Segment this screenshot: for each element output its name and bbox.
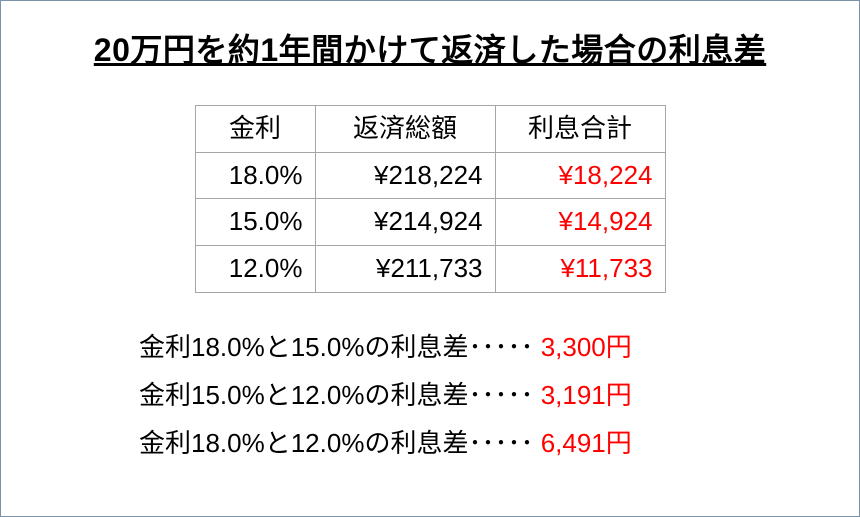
table-row: 15.0% ¥214,924 ¥14,924 [195,199,665,246]
difference-amount: 3,300円 [541,332,632,362]
difference-row: 金利18.0%と15.0%の利息差･････ 3,300円 [139,323,829,371]
table-header-row: 金利 返済総額 利息合計 [195,106,665,153]
cell-interest: ¥11,733 [495,246,665,293]
table-row: 12.0% ¥211,733 ¥11,733 [195,246,665,293]
difference-row: 金利15.0%と12.0%の利息差･････ 3,191円 [139,371,829,419]
difference-amount: 6,491円 [541,428,632,458]
difference-amount: 3,191円 [541,380,632,410]
table-row: 18.0% ¥218,224 ¥18,224 [195,152,665,199]
col-header-total: 返済総額 [315,106,495,153]
table-wrap: 金利 返済総額 利息合計 18.0% ¥218,224 ¥18,224 15.0… [31,105,829,293]
content-frame: 20万円を約1年間かけて返済した場合の利息差 金利 返済総額 利息合計 18.0… [0,0,860,517]
cell-rate: 18.0% [195,152,315,199]
difference-label: 金利15.0%と12.0%の利息差･････ [139,380,533,410]
cell-rate: 12.0% [195,246,315,293]
cell-total: ¥214,924 [315,199,495,246]
cell-interest: ¥14,924 [495,199,665,246]
difference-label: 金利18.0%と15.0%の利息差･････ [139,332,533,362]
cell-total: ¥218,224 [315,152,495,199]
difference-row: 金利18.0%と12.0%の利息差･････ 6,491円 [139,419,829,467]
cell-total: ¥211,733 [315,246,495,293]
col-header-interest: 利息合計 [495,106,665,153]
col-header-rate: 金利 [195,106,315,153]
interest-table: 金利 返済総額 利息合計 18.0% ¥218,224 ¥18,224 15.0… [195,105,666,293]
cell-interest: ¥18,224 [495,152,665,199]
difference-label: 金利18.0%と12.0%の利息差･････ [139,428,533,458]
cell-rate: 15.0% [195,199,315,246]
difference-list: 金利18.0%と15.0%の利息差･････ 3,300円 金利15.0%と12… [31,323,829,467]
page-title: 20万円を約1年間かけて返済した場合の利息差 [31,25,829,71]
